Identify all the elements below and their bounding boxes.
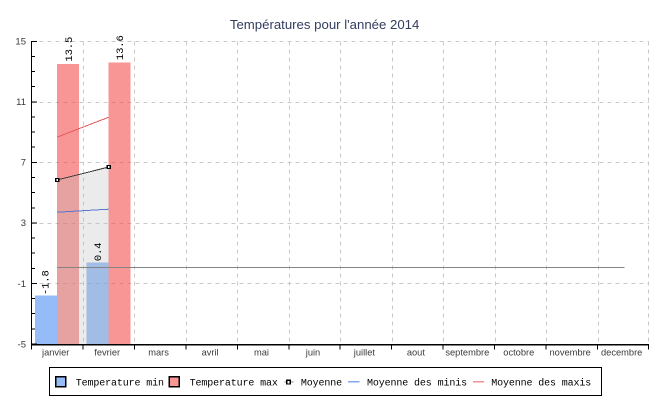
svg-text:fevrier: fevrier [94,348,120,358]
svg-text:Moyenne: Moyenne [301,378,342,389]
svg-text:Températures pour l'année 2014: Températures pour l'année 2014 [230,17,419,32]
svg-text:Moyenne des maxis: Moyenne des maxis [491,377,591,389]
svg-text:-1.8: -1.8 [41,270,53,295]
svg-text:janvier: janvier [41,348,69,358]
svg-text:-1: -1 [18,279,26,290]
svg-text:septembre: septembre [445,348,489,358]
svg-text:decembre: decembre [601,348,642,358]
svg-text:juillet: juillet [353,348,376,358]
svg-text:3: 3 [21,218,26,229]
svg-text:mai: mai [254,348,269,358]
svg-text:juin: juin [305,348,320,358]
svg-text:7: 7 [21,158,26,169]
svg-text:Moyenne des minis: Moyenne des minis [367,377,467,389]
svg-text:15: 15 [15,37,26,48]
svg-text:0.4: 0.4 [93,242,105,261]
svg-text:aout: aout [407,348,426,358]
svg-text:avril: avril [202,348,219,358]
svg-text:13.5: 13.5 [64,37,76,62]
svg-text:mars: mars [148,348,169,358]
svg-text:Temperature min: Temperature min [76,377,164,389]
svg-text:novembre: novembre [550,348,591,358]
svg-text:octobre: octobre [503,348,534,358]
svg-text:-5: -5 [18,339,26,350]
svg-text:11: 11 [16,97,26,108]
svg-text:Temperature max: Temperature max [190,378,278,389]
svg-text:13.6: 13.6 [115,35,127,60]
